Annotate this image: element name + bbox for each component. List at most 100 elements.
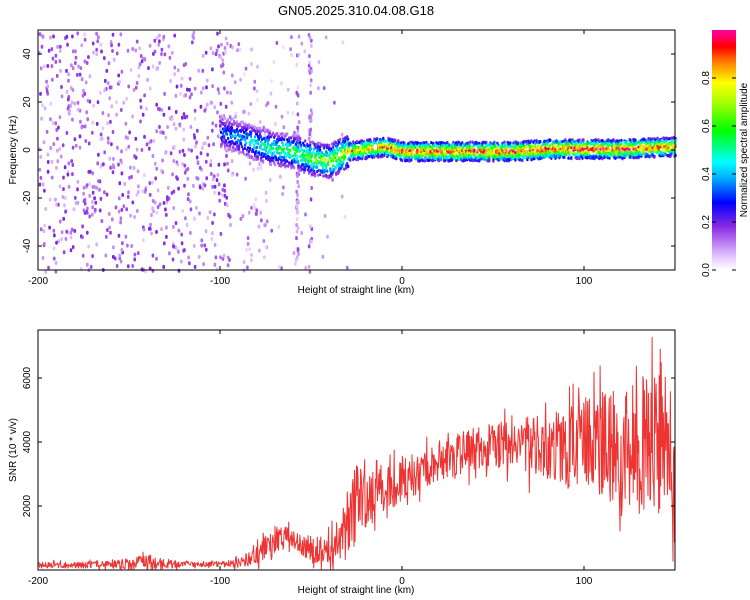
spectrogram-cell — [205, 159, 208, 164]
spectrogram-cell — [256, 64, 259, 69]
spectrogram-cell — [42, 140, 46, 145]
spectrogram-cell — [606, 155, 609, 159]
spectrogram-cell — [412, 144, 415, 148]
spectrogram-cell — [247, 210, 251, 215]
spectrogram-cell — [150, 213, 153, 218]
spectrogram-cell — [249, 143, 252, 147]
spectrogram-cell — [514, 158, 517, 162]
spectrogram-cell — [461, 141, 464, 145]
spectrogram-cell — [255, 89, 259, 94]
spectrogram-cell — [231, 73, 234, 78]
colorbar-tick-label: 0.0 — [701, 263, 712, 277]
spectrogram-cell — [69, 235, 73, 240]
spectrogram-cell — [286, 87, 290, 92]
spectrogram-cell — [189, 125, 193, 129]
spectrogram-cell — [270, 228, 273, 233]
spectrogram-cell — [336, 151, 339, 155]
spectrogram-cell — [81, 235, 84, 240]
spectrogram-cell — [303, 170, 306, 174]
spectrogram-cell — [79, 66, 83, 71]
spectrogram-cell — [373, 137, 376, 141]
spectrogram-cell — [282, 132, 285, 136]
spectrogram-cell — [224, 104, 228, 109]
colorbar-tick-label: 0.8 — [701, 71, 712, 85]
spectrogram-cell — [214, 255, 218, 260]
spectrogram-cell — [98, 208, 102, 213]
spectrogram-cell — [181, 162, 184, 166]
spectrogram-cell — [39, 227, 43, 232]
spectrogram-cell — [279, 146, 282, 150]
spectrogram-cell — [73, 137, 77, 142]
spectrogram-cell — [142, 227, 146, 232]
spectrogram-cell — [338, 140, 341, 144]
spectrogram-cell — [401, 159, 404, 163]
spectrogram-cell — [157, 42, 160, 47]
snr-panel: -200 -100 0 100 2000 4000 6000 Height of strai… — [8, 329, 676, 596]
spectrogram-cell — [216, 173, 220, 177]
spectrogram-cell — [321, 170, 324, 174]
spectrogram-cell — [161, 130, 164, 135]
spectrogram-cell — [253, 143, 256, 147]
spectrogram-cell — [226, 161, 229, 166]
spectrogram-cell — [41, 34, 45, 39]
spectrogram-cell — [368, 154, 371, 158]
spectrogram-cell — [326, 151, 329, 155]
spectrogram-cell — [339, 137, 342, 142]
spectrogram-cell — [227, 120, 230, 124]
spectrogram-cell — [598, 139, 601, 144]
spectrogram-cell — [124, 234, 128, 239]
spectrogram-cell — [199, 185, 202, 190]
spectrogram-cell — [209, 46, 213, 51]
spectrogram-cell — [275, 156, 278, 160]
spectrogram-cell — [568, 153, 571, 157]
spectrogram-cell — [304, 168, 307, 172]
spectrogram-cell — [192, 183, 195, 188]
spectrogram-cell — [168, 55, 172, 60]
spectrogram-cell — [569, 151, 572, 155]
spectrogram-cell — [188, 76, 192, 81]
spectrogram-cell — [224, 147, 227, 151]
spectrogram-cell — [202, 262, 205, 267]
spectrogram-cell — [99, 132, 103, 137]
spectrogram-cell — [434, 156, 437, 161]
spectrogram-cell — [162, 264, 165, 269]
spectrogram-cell — [487, 147, 490, 151]
spectrogram-cell — [307, 244, 311, 249]
spectrogram-cell — [158, 61, 161, 65]
spectrogram-cell — [319, 173, 322, 177]
spectrogram-cell — [58, 219, 62, 224]
spectrogram-cell — [67, 78, 70, 83]
spectrogram-cell — [182, 127, 186, 132]
spectrogram-cell — [588, 151, 591, 155]
spectrogram-cell — [143, 93, 146, 98]
spectrogram-cell — [153, 161, 157, 166]
spectrogram-cell — [301, 148, 304, 152]
spectrogram-cell — [509, 141, 512, 145]
spectrogram-cell — [241, 145, 244, 149]
spectrogram-cell — [246, 136, 249, 140]
spectrogram-cell — [370, 140, 373, 144]
spectrogram-cell — [226, 255, 230, 260]
spectrogram-cell — [213, 184, 217, 189]
spectrogram-cell — [109, 165, 112, 170]
spectrogram-cell — [67, 104, 71, 109]
spectrogram-cell — [66, 172, 70, 177]
spectrogram-cell — [259, 166, 263, 171]
spectrogram-cell — [309, 197, 313, 202]
spectrogram-cell — [66, 42, 69, 47]
spectrogram-cell — [172, 122, 176, 127]
spectrogram-cell — [224, 143, 227, 147]
spectrogram-cell — [227, 212, 230, 217]
spectrogram-cell — [472, 159, 475, 163]
spectrogram-cell — [446, 141, 449, 145]
spectrogram-cell — [578, 138, 581, 142]
spectrogram-cell — [131, 114, 134, 119]
spectrogram-cell — [505, 148, 508, 152]
spectrogram-cell — [41, 103, 44, 108]
spectrogram-cell — [340, 132, 344, 137]
spectrogram-cell — [219, 101, 223, 106]
spectrogram-cell — [285, 142, 288, 146]
spectrogram-cell — [643, 145, 646, 149]
spectrogram-cell — [112, 254, 115, 259]
spectrogram-cell — [223, 162, 226, 167]
